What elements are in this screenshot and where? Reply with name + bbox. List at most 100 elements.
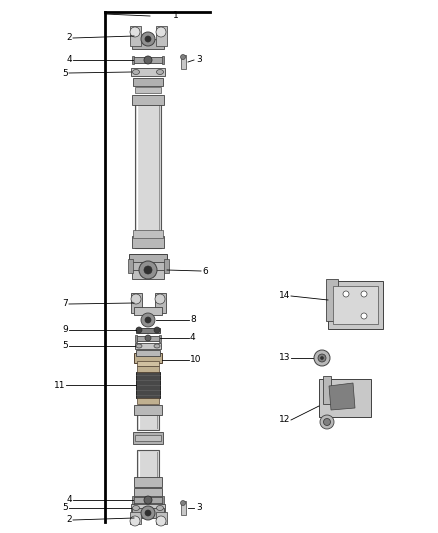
Bar <box>137 406 159 430</box>
Ellipse shape <box>136 344 142 348</box>
Bar <box>132 236 164 248</box>
Text: 9: 9 <box>62 326 68 335</box>
Circle shape <box>145 335 151 341</box>
Bar <box>127 259 133 273</box>
Circle shape <box>156 516 166 526</box>
Bar <box>134 477 162 487</box>
Bar <box>135 335 137 342</box>
Circle shape <box>130 27 140 37</box>
Bar <box>328 281 382 329</box>
Circle shape <box>180 500 186 505</box>
Bar <box>132 496 134 504</box>
Bar <box>133 230 163 238</box>
Ellipse shape <box>154 344 160 348</box>
Circle shape <box>361 291 367 297</box>
Text: 5: 5 <box>62 69 68 77</box>
Circle shape <box>145 510 151 516</box>
Bar <box>134 307 162 315</box>
Bar <box>132 56 134 64</box>
Ellipse shape <box>156 505 163 511</box>
Circle shape <box>180 54 186 60</box>
Bar <box>135 96 161 248</box>
Text: 12: 12 <box>279 416 290 424</box>
Bar <box>136 335 160 341</box>
Circle shape <box>145 317 151 323</box>
Circle shape <box>154 327 160 333</box>
Circle shape <box>321 357 324 359</box>
Bar <box>134 405 162 415</box>
Text: 2: 2 <box>67 515 72 524</box>
Bar <box>131 262 165 270</box>
Circle shape <box>141 32 155 46</box>
Text: 11: 11 <box>53 381 65 390</box>
Text: 7: 7 <box>62 300 68 309</box>
Circle shape <box>136 327 142 333</box>
Bar <box>135 343 161 349</box>
Circle shape <box>314 350 330 366</box>
Circle shape <box>156 27 166 37</box>
Text: 13: 13 <box>279 353 290 362</box>
Bar <box>137 450 159 486</box>
Circle shape <box>139 261 157 279</box>
Bar <box>132 39 164 49</box>
Bar <box>137 360 159 366</box>
Bar <box>130 512 141 524</box>
Bar <box>162 496 164 504</box>
Bar <box>136 350 160 356</box>
Ellipse shape <box>133 69 139 75</box>
Circle shape <box>144 266 152 274</box>
Text: 3: 3 <box>196 55 202 64</box>
Bar <box>135 87 161 93</box>
Bar <box>155 293 166 313</box>
Text: 3: 3 <box>196 504 202 513</box>
Bar <box>137 398 159 404</box>
Bar <box>136 327 160 333</box>
Circle shape <box>130 516 140 526</box>
Circle shape <box>145 36 151 42</box>
Bar <box>155 512 166 524</box>
Circle shape <box>324 418 331 425</box>
Text: 6: 6 <box>202 266 208 276</box>
Bar <box>326 279 338 321</box>
Polygon shape <box>329 383 355 410</box>
Bar <box>155 26 166 46</box>
Bar <box>135 435 161 441</box>
Bar <box>129 254 167 270</box>
Bar <box>134 353 162 363</box>
Text: 14: 14 <box>279 292 290 301</box>
Ellipse shape <box>156 69 163 75</box>
Circle shape <box>318 354 326 362</box>
Text: 4: 4 <box>190 334 196 343</box>
Bar <box>159 335 161 342</box>
Bar <box>134 488 162 496</box>
Bar <box>131 504 165 512</box>
Text: 5: 5 <box>62 342 68 351</box>
Bar <box>131 68 165 76</box>
Circle shape <box>141 506 155 520</box>
Circle shape <box>361 313 367 319</box>
Bar <box>163 259 169 273</box>
Bar <box>133 497 163 503</box>
Circle shape <box>343 291 349 297</box>
Bar <box>133 78 163 86</box>
Text: 1: 1 <box>173 12 179 20</box>
Text: 10: 10 <box>190 356 201 365</box>
Bar <box>332 286 378 324</box>
Bar <box>133 432 163 444</box>
Bar <box>180 501 186 515</box>
Bar <box>132 269 164 279</box>
Text: 2: 2 <box>67 34 72 43</box>
Text: 8: 8 <box>190 316 196 325</box>
Bar <box>130 26 141 46</box>
Text: 4: 4 <box>67 496 72 505</box>
Bar <box>137 366 159 372</box>
Bar <box>319 379 371 417</box>
Circle shape <box>144 496 152 504</box>
Bar <box>323 376 331 404</box>
Text: 5: 5 <box>62 504 68 513</box>
Circle shape <box>155 294 165 304</box>
Bar <box>133 57 163 63</box>
Bar <box>132 95 164 105</box>
Circle shape <box>141 313 155 327</box>
Bar <box>131 293 141 313</box>
